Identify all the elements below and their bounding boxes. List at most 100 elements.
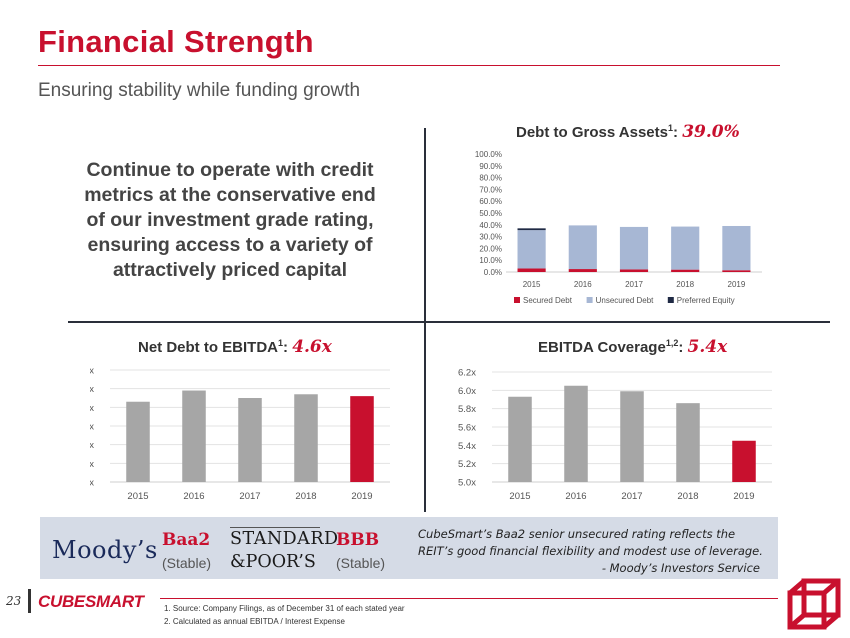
x-tick-label: 2018 bbox=[676, 280, 694, 289]
bar bbox=[350, 396, 374, 482]
y-tick-label: 4.0x bbox=[90, 403, 94, 414]
x-tick-label: 2016 bbox=[183, 491, 204, 502]
y-tick-label: 90.0% bbox=[479, 162, 502, 171]
net-debt-to-ebitda-title: Net Debt to EBITDA1: 4.6x bbox=[138, 337, 332, 357]
x-tick-label: 2018 bbox=[295, 491, 316, 502]
y-tick-label: 5.0x bbox=[458, 478, 476, 489]
bar-segment bbox=[568, 269, 597, 272]
bar-segment bbox=[517, 230, 546, 269]
x-tick-label: 2017 bbox=[621, 491, 642, 502]
chart-title-value: 39.0% bbox=[682, 122, 740, 142]
y-tick-label: 20.0% bbox=[479, 244, 502, 253]
cubesmart-logo: CUBESMART bbox=[38, 592, 144, 611]
x-tick-label: 2019 bbox=[733, 491, 754, 502]
x-tick-label: 2019 bbox=[351, 491, 372, 502]
mission-line: attractively priced capital bbox=[112, 259, 348, 281]
x-tick-label: 2018 bbox=[677, 491, 698, 502]
moodys-outlook: (Stable) bbox=[162, 555, 212, 571]
bar-segment bbox=[671, 226, 700, 270]
y-tick-label: 40.0% bbox=[479, 221, 502, 230]
net-debt-to-ebitda-chart: 0.0x 1.0x 2.0x 3.0x 4.0x 5.0x 6.0x 2015 2016 2017… bbox=[90, 366, 390, 502]
legend-swatch bbox=[514, 297, 520, 303]
x-tick-label: 2017 bbox=[625, 280, 643, 289]
sp-logo: STANDARD bbox=[230, 529, 339, 549]
y-tick-label: 0.0% bbox=[484, 268, 502, 277]
ratings-panel bbox=[40, 517, 778, 579]
bar bbox=[294, 394, 318, 482]
bar bbox=[620, 391, 644, 482]
bar-segment bbox=[722, 225, 751, 271]
y-tick-label: 6.0x bbox=[90, 366, 94, 377]
y-tick-label: 80.0% bbox=[479, 174, 502, 183]
bar-segment bbox=[619, 269, 649, 272]
sp-logo: &POOR’S bbox=[230, 552, 316, 572]
rating-quote: CubeSmart’s Baa2 senior unsecured rating… bbox=[418, 527, 763, 558]
x-tick-label: 2015 bbox=[127, 491, 148, 502]
horizontal-divider bbox=[68, 321, 830, 323]
footnote: 1. Source: Company Filings, as of Decemb… bbox=[164, 604, 405, 613]
y-tick-label: 5.6x bbox=[458, 423, 476, 434]
bar bbox=[564, 385, 588, 482]
page-number: 23 bbox=[6, 594, 22, 608]
x-tick-label: 2016 bbox=[565, 491, 586, 502]
y-tick-label: 30.0% bbox=[479, 233, 502, 242]
bar-segment bbox=[722, 270, 751, 272]
ebitda-coverage-chart: 5.0x 5.2x 5.4x 5.6x 5.8x 6.0x 6.2x 2015 2016 2017… bbox=[458, 368, 772, 502]
y-tick-label: 5.0x bbox=[90, 384, 94, 395]
bar-segment bbox=[517, 268, 546, 272]
y-tick-label: 6.2x bbox=[458, 368, 476, 379]
chart-title-value: 5.4x bbox=[687, 337, 728, 357]
y-tick-label: 3.0x bbox=[90, 422, 94, 433]
x-tick-label: 2019 bbox=[728, 280, 746, 289]
bar bbox=[508, 396, 532, 482]
y-tick-label: 50.0% bbox=[479, 209, 502, 218]
bar bbox=[676, 403, 700, 482]
moodys-rating: Baa2 bbox=[162, 530, 211, 550]
quote-source: - Moody’s Investors Service bbox=[601, 561, 760, 575]
mission-line: of our investment grade rating, bbox=[86, 209, 374, 231]
bar bbox=[126, 401, 150, 482]
footnote-ref: 1,2 bbox=[665, 338, 679, 348]
bar bbox=[182, 390, 206, 482]
y-tick-label: 5.2x bbox=[458, 459, 476, 470]
y-tick-label: 100.0% bbox=[475, 150, 502, 159]
bar-segment bbox=[568, 225, 597, 270]
mission-line: ensuring access to a variety of bbox=[87, 234, 373, 256]
vertical-divider bbox=[424, 128, 426, 512]
x-tick-label: 2015 bbox=[509, 491, 530, 502]
chart-title-text: EBITDA Coverage bbox=[538, 339, 666, 356]
footnote-ref: 1 bbox=[668, 123, 674, 133]
footnote: 2. Calculated as annual EBITDA / Interes… bbox=[164, 617, 345, 626]
y-tick-label: 60.0% bbox=[479, 197, 502, 206]
debt-to-gross-assets-chart: 0.0% 10.0% 20.0% 30.0% 40.0% 50.0% 60.0% 70.0% 8… bbox=[475, 150, 762, 305]
y-tick-label: 2.0x bbox=[90, 440, 94, 451]
y-tick-label: 70.0% bbox=[479, 185, 502, 194]
ebitda-coverage-title: EBITDA Coverage1,2: 5.4x bbox=[538, 337, 728, 357]
bar bbox=[732, 440, 756, 482]
sp-logo-rule bbox=[230, 527, 320, 528]
bar-segment bbox=[671, 269, 700, 272]
x-tick-label: 2015 bbox=[523, 280, 541, 289]
page-subtitle: Ensuring stability while funding growth bbox=[38, 80, 361, 101]
legend-label: Preferred Equity bbox=[677, 296, 735, 305]
chart-title-value: 4.6x bbox=[292, 337, 332, 357]
cube-icon bbox=[787, 578, 841, 630]
x-tick-label: 2016 bbox=[574, 280, 592, 289]
y-tick-label: 5.8x bbox=[458, 404, 476, 415]
y-tick-label: 0.0x bbox=[90, 478, 94, 489]
legend-label: Unsecured Debt bbox=[596, 296, 655, 305]
title-divider bbox=[38, 65, 780, 66]
bar-segment bbox=[619, 226, 649, 270]
page-title: Financial Strength bbox=[38, 24, 314, 59]
x-tick-label: 2017 bbox=[239, 491, 260, 502]
footnote-ref: 1 bbox=[278, 338, 284, 348]
legend-swatch bbox=[586, 297, 593, 303]
legend-swatch bbox=[667, 297, 674, 303]
mission-statement: Continue to operate with credit metrics … bbox=[60, 158, 400, 283]
sp-outlook: (Stable) bbox=[336, 555, 386, 571]
y-tick-label: 5.4x bbox=[458, 441, 476, 452]
mission-line: metrics at the conservative end bbox=[84, 184, 376, 206]
footer-divider bbox=[160, 598, 778, 599]
footer-separator bbox=[28, 589, 31, 613]
y-tick-label: 10.0% bbox=[479, 256, 502, 265]
